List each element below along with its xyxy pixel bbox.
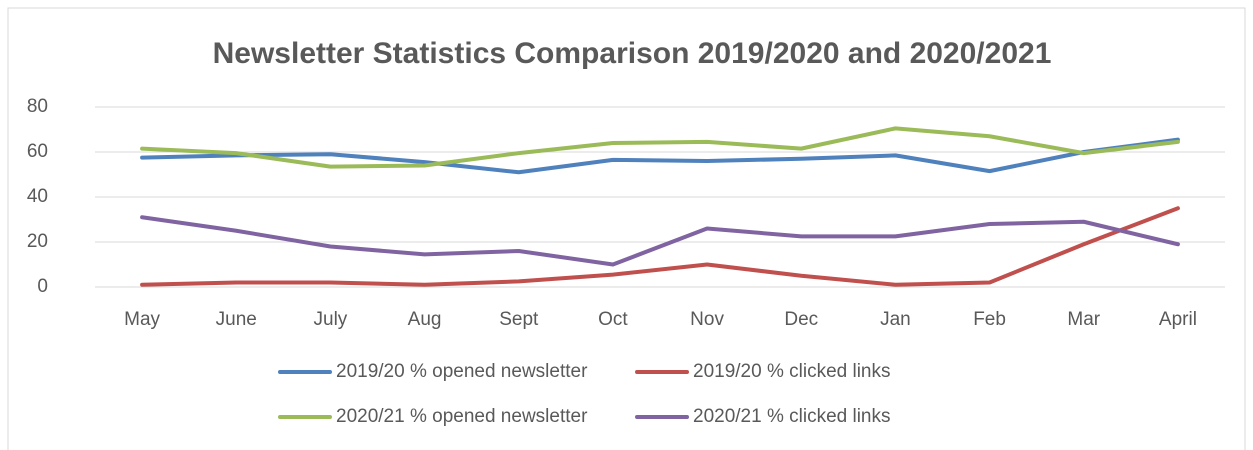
series-line (140, 215, 1180, 267)
x-tick-label: Feb (973, 309, 1006, 330)
series-line (140, 137, 1180, 175)
legend-label: 2020/21 % opened newsletter (336, 406, 588, 427)
y-tick-label: 60 (27, 141, 48, 162)
x-tick-label: July (314, 309, 348, 330)
y-tick-label: 40 (27, 186, 48, 207)
y-tick-label: 80 (27, 96, 48, 117)
x-tick-label: Sept (499, 309, 539, 330)
legend-label: 2020/21 % clicked links (693, 406, 891, 427)
legend-label: 2019/20 % clicked links (693, 361, 891, 382)
y-tick-label: 20 (27, 231, 48, 252)
chart-frame (7, 7, 1246, 450)
x-tick-label: Jan (880, 309, 911, 330)
y-tick-label: 0 (37, 276, 48, 297)
x-tick-label: April (1159, 309, 1197, 330)
chart-title: Newsletter Statistics Comparison 2019/20… (213, 37, 1052, 70)
series-line (140, 206, 1180, 287)
x-tick-label: Mar (1067, 309, 1100, 330)
x-tick-label: Oct (598, 309, 628, 330)
x-tick-label: May (124, 309, 160, 330)
x-tick-label: Nov (690, 309, 724, 330)
series-line (140, 126, 1180, 169)
x-tick-label: June (216, 309, 257, 330)
legend-label: 2019/20 % opened newsletter (336, 361, 588, 382)
x-tick-label: Dec (784, 309, 818, 330)
x-tick-label: Aug (408, 309, 442, 330)
